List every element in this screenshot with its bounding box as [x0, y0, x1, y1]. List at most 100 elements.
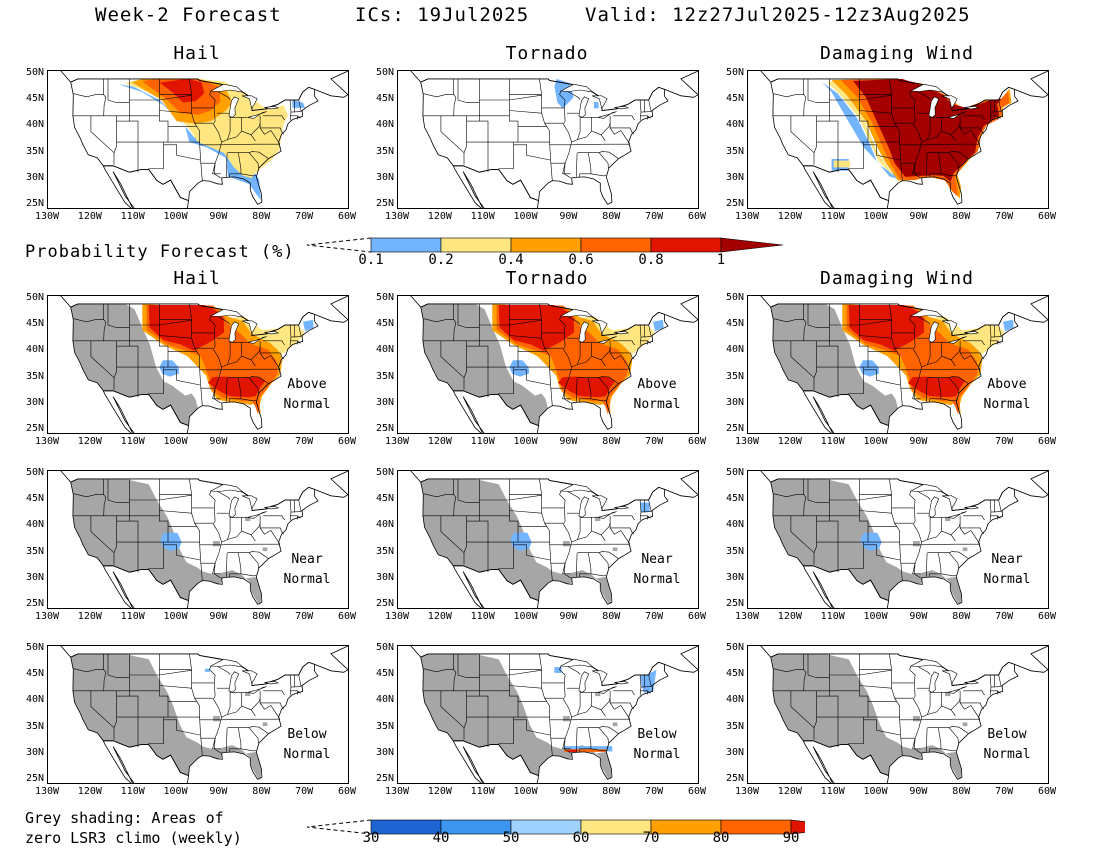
probability-contour [859, 360, 880, 377]
longitude-label: 100W [163, 786, 188, 797]
forecast-map-panel [397, 70, 699, 209]
longitude-label: 100W [513, 786, 538, 797]
state-boundary [148, 369, 164, 394]
probability-contour [204, 668, 210, 672]
state-boundary [550, 562, 571, 575]
longitude-label: 100W [163, 611, 188, 622]
state-boundary [639, 324, 642, 346]
longitude-label: 90W [909, 786, 928, 797]
state-boundary [227, 516, 231, 540]
state-boundary [909, 315, 922, 404]
zero-climo-shading [770, 303, 898, 426]
state-boundary [567, 91, 581, 100]
state-boundary [159, 335, 192, 339]
longitude-label: 80W [952, 786, 971, 797]
latitude-label: 45N [725, 92, 744, 104]
great-lake [264, 505, 280, 510]
state-boundary [570, 543, 630, 546]
great-lake [614, 105, 630, 110]
state-boundary [859, 510, 892, 514]
latitude-label: 40N [25, 694, 44, 706]
longitude-label: 80W [252, 786, 271, 797]
state-boundary [289, 499, 292, 521]
probability-contour [907, 376, 966, 398]
state-boundary [640, 336, 652, 338]
state-boundary [479, 78, 489, 173]
state-boundary [90, 690, 115, 740]
great-lake [559, 308, 595, 318]
state-boundary [463, 515, 467, 553]
probability-contour [822, 82, 905, 182]
zero-climo-shading [70, 653, 262, 780]
state-boundary [217, 491, 231, 500]
longitude-label: 60W [337, 611, 357, 622]
state-boundary [980, 352, 984, 360]
latitude-label: 25N [25, 773, 44, 785]
state-boundary [648, 99, 653, 111]
state-boundary [148, 544, 164, 569]
state-boundary [648, 324, 653, 336]
map-canvas [60, 471, 348, 608]
great-lake [591, 95, 608, 109]
longitude-label: 100W [163, 211, 188, 222]
great-lake [964, 105, 980, 110]
state-boundary [909, 490, 922, 579]
map-canvas [410, 646, 698, 783]
state-boundary [577, 726, 619, 734]
state-boundary [989, 499, 992, 521]
state-boundary [559, 490, 572, 579]
state-boundary [148, 719, 164, 744]
state-boundary [539, 78, 553, 181]
longitude-label: 80W [952, 611, 971, 622]
anomaly-category-label: Above Normal [983, 377, 1031, 412]
state-boundary [963, 115, 986, 120]
longitude-label: 80W [252, 611, 271, 622]
colorbar-lower-extension [306, 819, 372, 835]
state-boundary [640, 111, 652, 113]
probability-contour [848, 305, 925, 351]
latitude-label: 35N [25, 370, 44, 382]
mexico-border [102, 740, 190, 783]
state-boundary [209, 315, 222, 404]
longitude-label: 110W [470, 211, 495, 222]
state-boundary [640, 340, 651, 344]
anomaly-category-label: Near Normal [283, 552, 331, 587]
state-boundary [773, 93, 805, 98]
state-boundary [927, 376, 969, 384]
longitude-label: 110W [470, 436, 495, 447]
longitude-label: 100W [863, 786, 888, 797]
longitude-label: 110W [120, 786, 145, 797]
state-boundary [513, 367, 551, 386]
state-boundary [163, 142, 201, 161]
canada-border [410, 71, 698, 111]
state-boundary [229, 727, 242, 753]
great-lake [614, 505, 630, 510]
state-boundary [159, 110, 192, 114]
state-boundary [290, 690, 301, 694]
colorbar-segment [510, 237, 582, 253]
state-boundary [863, 142, 901, 161]
longitude-label: 90W [909, 611, 928, 622]
zero-climo-shading [770, 653, 962, 780]
state-boundary [290, 111, 302, 113]
longitude-label: 110W [120, 211, 145, 222]
map-canvas [760, 71, 1048, 208]
state-boundary [159, 685, 192, 689]
panel-title: Damaging Wind [820, 43, 974, 64]
state-boundary [159, 478, 169, 543]
state-boundary [509, 478, 519, 543]
longitude-label: 60W [1037, 786, 1057, 797]
state-boundary [900, 737, 921, 750]
longitude-label: 110W [470, 786, 495, 797]
state-boundary [613, 340, 636, 345]
forecast-map-panel [747, 470, 1049, 609]
latitude-label: 40N [375, 519, 394, 531]
great-lake [559, 83, 595, 93]
longitude-label: 100W [163, 436, 188, 447]
state-boundary [989, 324, 992, 346]
state-boundary [479, 94, 542, 101]
state-boundary [227, 151, 269, 159]
state-boundary [927, 691, 931, 715]
great-lake [264, 330, 280, 335]
state-boundary [577, 516, 581, 540]
